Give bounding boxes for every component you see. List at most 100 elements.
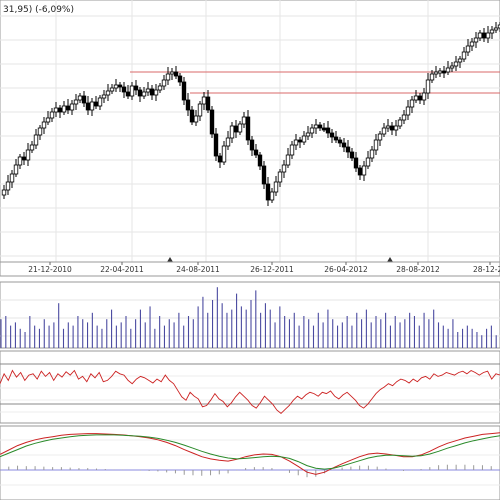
- candle: [37, 125, 43, 140]
- candle: [89, 98, 95, 116]
- candle: [405, 100, 411, 120]
- candle-body: [145, 88, 151, 93]
- candle-body: [185, 99, 191, 111]
- x-tick-label: 22-04-2011: [100, 265, 144, 274]
- candle: [381, 123, 387, 137]
- candle-body: [357, 167, 363, 176]
- candle: [205, 90, 211, 113]
- candle-body: [193, 115, 199, 123]
- candle: [173, 66, 179, 79]
- candle-body: [461, 51, 467, 60]
- candle-body: [377, 133, 383, 141]
- candle-body: [125, 91, 131, 97]
- candle: [373, 134, 379, 155]
- candle: [153, 84, 159, 101]
- oscillator-series: [0, 369, 500, 415]
- candle-body: [225, 137, 231, 147]
- candle: [1, 185, 7, 199]
- candle-body: [489, 29, 495, 34]
- candle-body: [449, 65, 455, 69]
- candle-body: [385, 125, 391, 129]
- candle: [209, 106, 215, 138]
- candle-body: [433, 71, 439, 75]
- candle-body: [473, 37, 479, 43]
- candle-body: [285, 154, 291, 166]
- x-tick-label: 26-04-2012: [324, 265, 368, 274]
- candle-body: [209, 109, 215, 135]
- candle-body: [173, 71, 179, 77]
- x-tick-label: 21-12-2010: [28, 265, 72, 274]
- price-gridlines: [0, 0, 500, 262]
- candle-body: [401, 114, 407, 121]
- candle-body: [257, 154, 263, 167]
- candle: [257, 152, 263, 170]
- candle-body: [13, 164, 19, 175]
- candle-body: [261, 165, 267, 185]
- candle-body: [17, 156, 23, 166]
- candle-body: [65, 105, 71, 111]
- candle-body: [109, 87, 115, 92]
- candle-body: [241, 116, 247, 125]
- candle-body: [361, 165, 367, 176]
- candle: [353, 152, 359, 172]
- candle-body: [301, 135, 307, 143]
- candle-body: [345, 146, 351, 153]
- candle-body: [293, 139, 299, 146]
- candle: [449, 62, 455, 72]
- candle: [41, 117, 47, 134]
- candle: [93, 96, 99, 109]
- candle-body: [333, 136, 339, 141]
- candle-body: [41, 121, 47, 129]
- candle-body: [457, 58, 463, 63]
- candle: [253, 144, 259, 158]
- candle-body: [477, 32, 483, 39]
- event-marker-1: [387, 257, 393, 262]
- candle-body: [189, 109, 195, 123]
- candle: [309, 124, 315, 138]
- candle: [81, 91, 87, 107]
- candle: [317, 122, 323, 131]
- candle: [117, 82, 123, 92]
- candle-body: [445, 67, 451, 73]
- candle-body: [137, 89, 143, 97]
- event-marker-0: [167, 257, 173, 262]
- candle: [281, 160, 287, 178]
- candle-body: [85, 102, 91, 111]
- candle-body: [149, 88, 155, 96]
- x-axis-band: [0, 261, 500, 277]
- candle-body: [469, 41, 475, 47]
- candle-body: [437, 70, 443, 74]
- candle: [129, 82, 135, 100]
- candle-body: [341, 142, 347, 148]
- candle-body: [117, 84, 123, 88]
- candle-body: [353, 157, 359, 169]
- candle: [181, 77, 187, 105]
- candle: [213, 128, 219, 161]
- candle-body: [1, 189, 7, 196]
- candle-body: [9, 173, 15, 183]
- candle: [269, 188, 275, 203]
- candle: [113, 79, 119, 92]
- x-tick-label: 24-08-2011: [176, 265, 220, 274]
- candle: [85, 96, 91, 115]
- candle: [365, 151, 371, 169]
- candle-body: [217, 155, 223, 163]
- candle: [17, 154, 23, 169]
- candle: [29, 141, 35, 153]
- candle-body: [493, 27, 499, 31]
- candle: [345, 140, 351, 158]
- candle-body: [141, 91, 147, 97]
- candle: [45, 111, 51, 125]
- x-tick-label: 28-08-2012: [396, 265, 440, 274]
- candle-body: [249, 139, 255, 151]
- candle-body: [77, 95, 83, 101]
- candle-body: [129, 85, 135, 97]
- candle: [293, 134, 299, 150]
- candle: [457, 56, 463, 68]
- candle: [485, 26, 491, 43]
- candle: [425, 73, 431, 99]
- price-panel: 31,95) (-6,09%): [0, 0, 500, 263]
- candle: [77, 93, 83, 103]
- candle: [57, 105, 63, 118]
